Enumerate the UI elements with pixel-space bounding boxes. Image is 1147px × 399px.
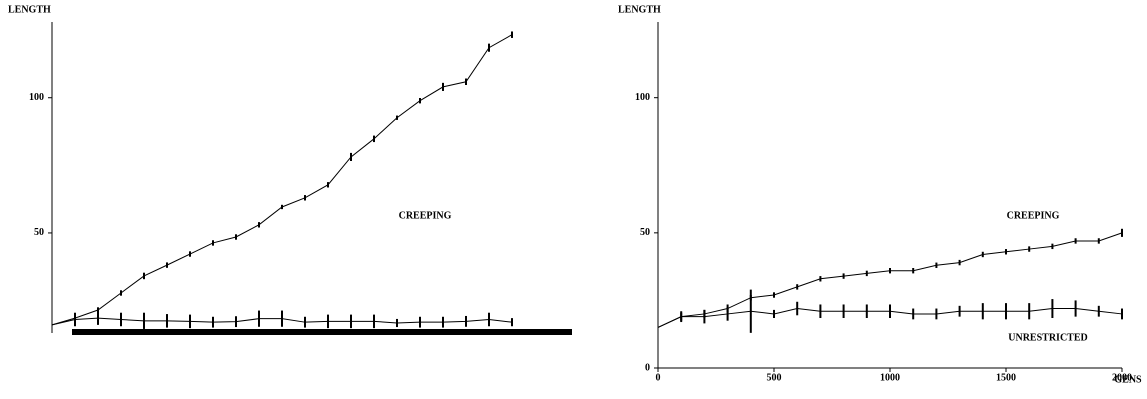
y-tick-label: 50 xyxy=(34,227,44,238)
annotation: UNRESTRICTED xyxy=(1008,332,1087,343)
annotation: CREEPING xyxy=(1007,210,1060,221)
y-tick-label: 0 xyxy=(645,362,650,373)
x-tick-label: 2000 xyxy=(1112,372,1132,383)
y-axis-label: LENGTH xyxy=(8,4,51,15)
y-tick-label: 100 xyxy=(635,92,650,103)
series-line xyxy=(51,34,513,326)
x-tick-label: 1500 xyxy=(996,372,1016,383)
x-tick-label: 500 xyxy=(767,372,782,383)
y-axis-label: LENGTH xyxy=(618,4,661,15)
x-axis-label: GENS xyxy=(1114,374,1142,385)
annotation: CREEPING xyxy=(399,210,452,221)
axis-bar xyxy=(72,329,572,335)
y-tick-label: 50 xyxy=(640,227,650,238)
x-tick-label: 0 xyxy=(656,372,661,383)
x-tick-label: 1000 xyxy=(880,372,900,383)
y-tick-label: 100 xyxy=(29,92,44,103)
